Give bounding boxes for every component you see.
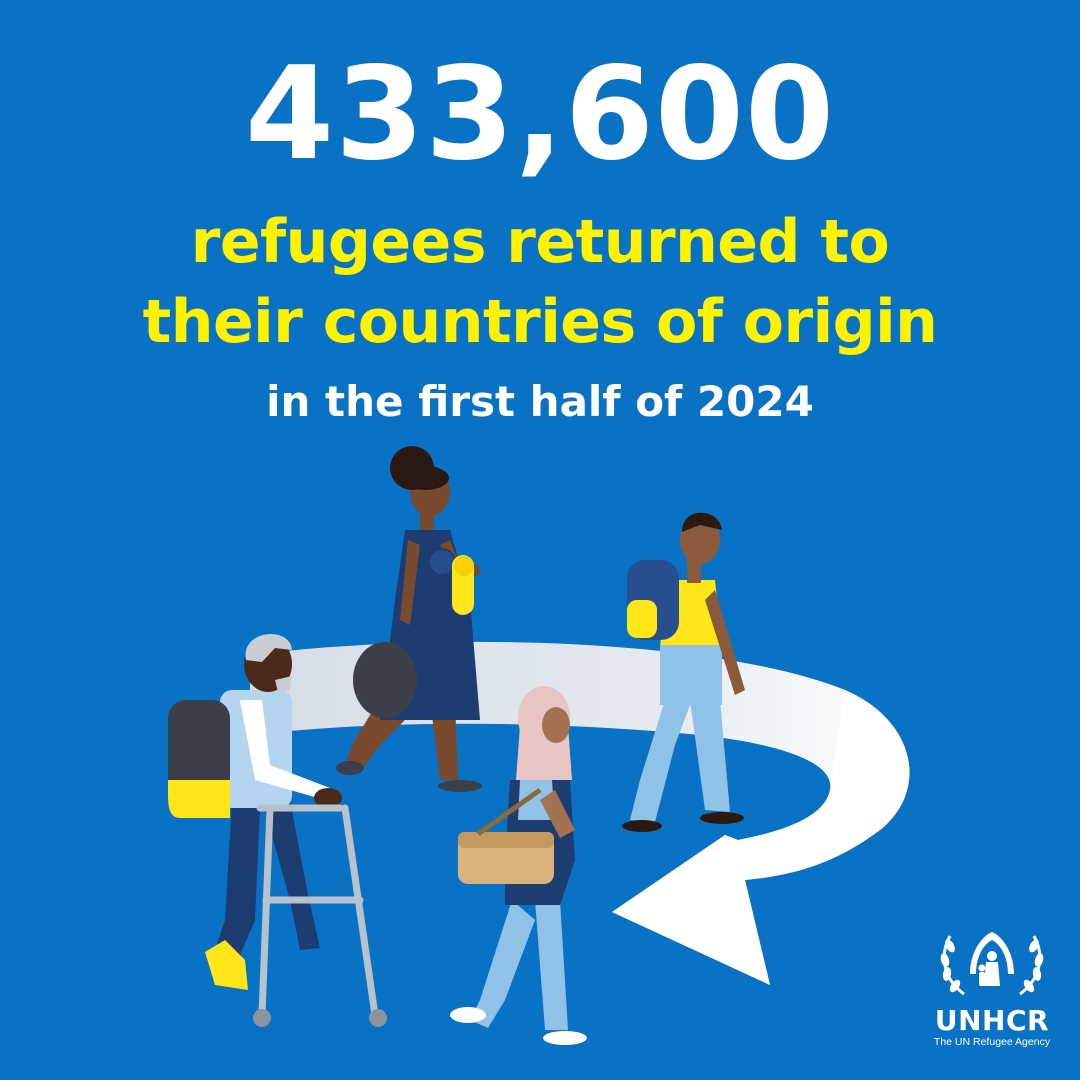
- refugees-illustration: [168, 446, 910, 1045]
- headline-figure: 433,600: [245, 40, 835, 189]
- headline-subline: in the first half of 2024: [266, 377, 814, 426]
- unhcr-emblem-icon: [940, 932, 1044, 996]
- return-arrow-icon: [250, 641, 910, 985]
- logo-tagline: The UN Refugee Agency: [933, 1036, 1051, 1048]
- headline-line-2: their countries of origin: [142, 287, 938, 357]
- girl-with-bag: [450, 686, 587, 1045]
- boy-with-backpack: [622, 512, 745, 832]
- logo-name: UNHCR: [934, 1004, 1050, 1037]
- headline-line-1: refugees returned to: [190, 207, 890, 277]
- woman-with-bedroll: [336, 446, 482, 792]
- unhcr-logo: UNHCR The UN Refugee Agency: [924, 922, 1060, 1062]
- elderly-man-with-walker: [168, 633, 387, 1027]
